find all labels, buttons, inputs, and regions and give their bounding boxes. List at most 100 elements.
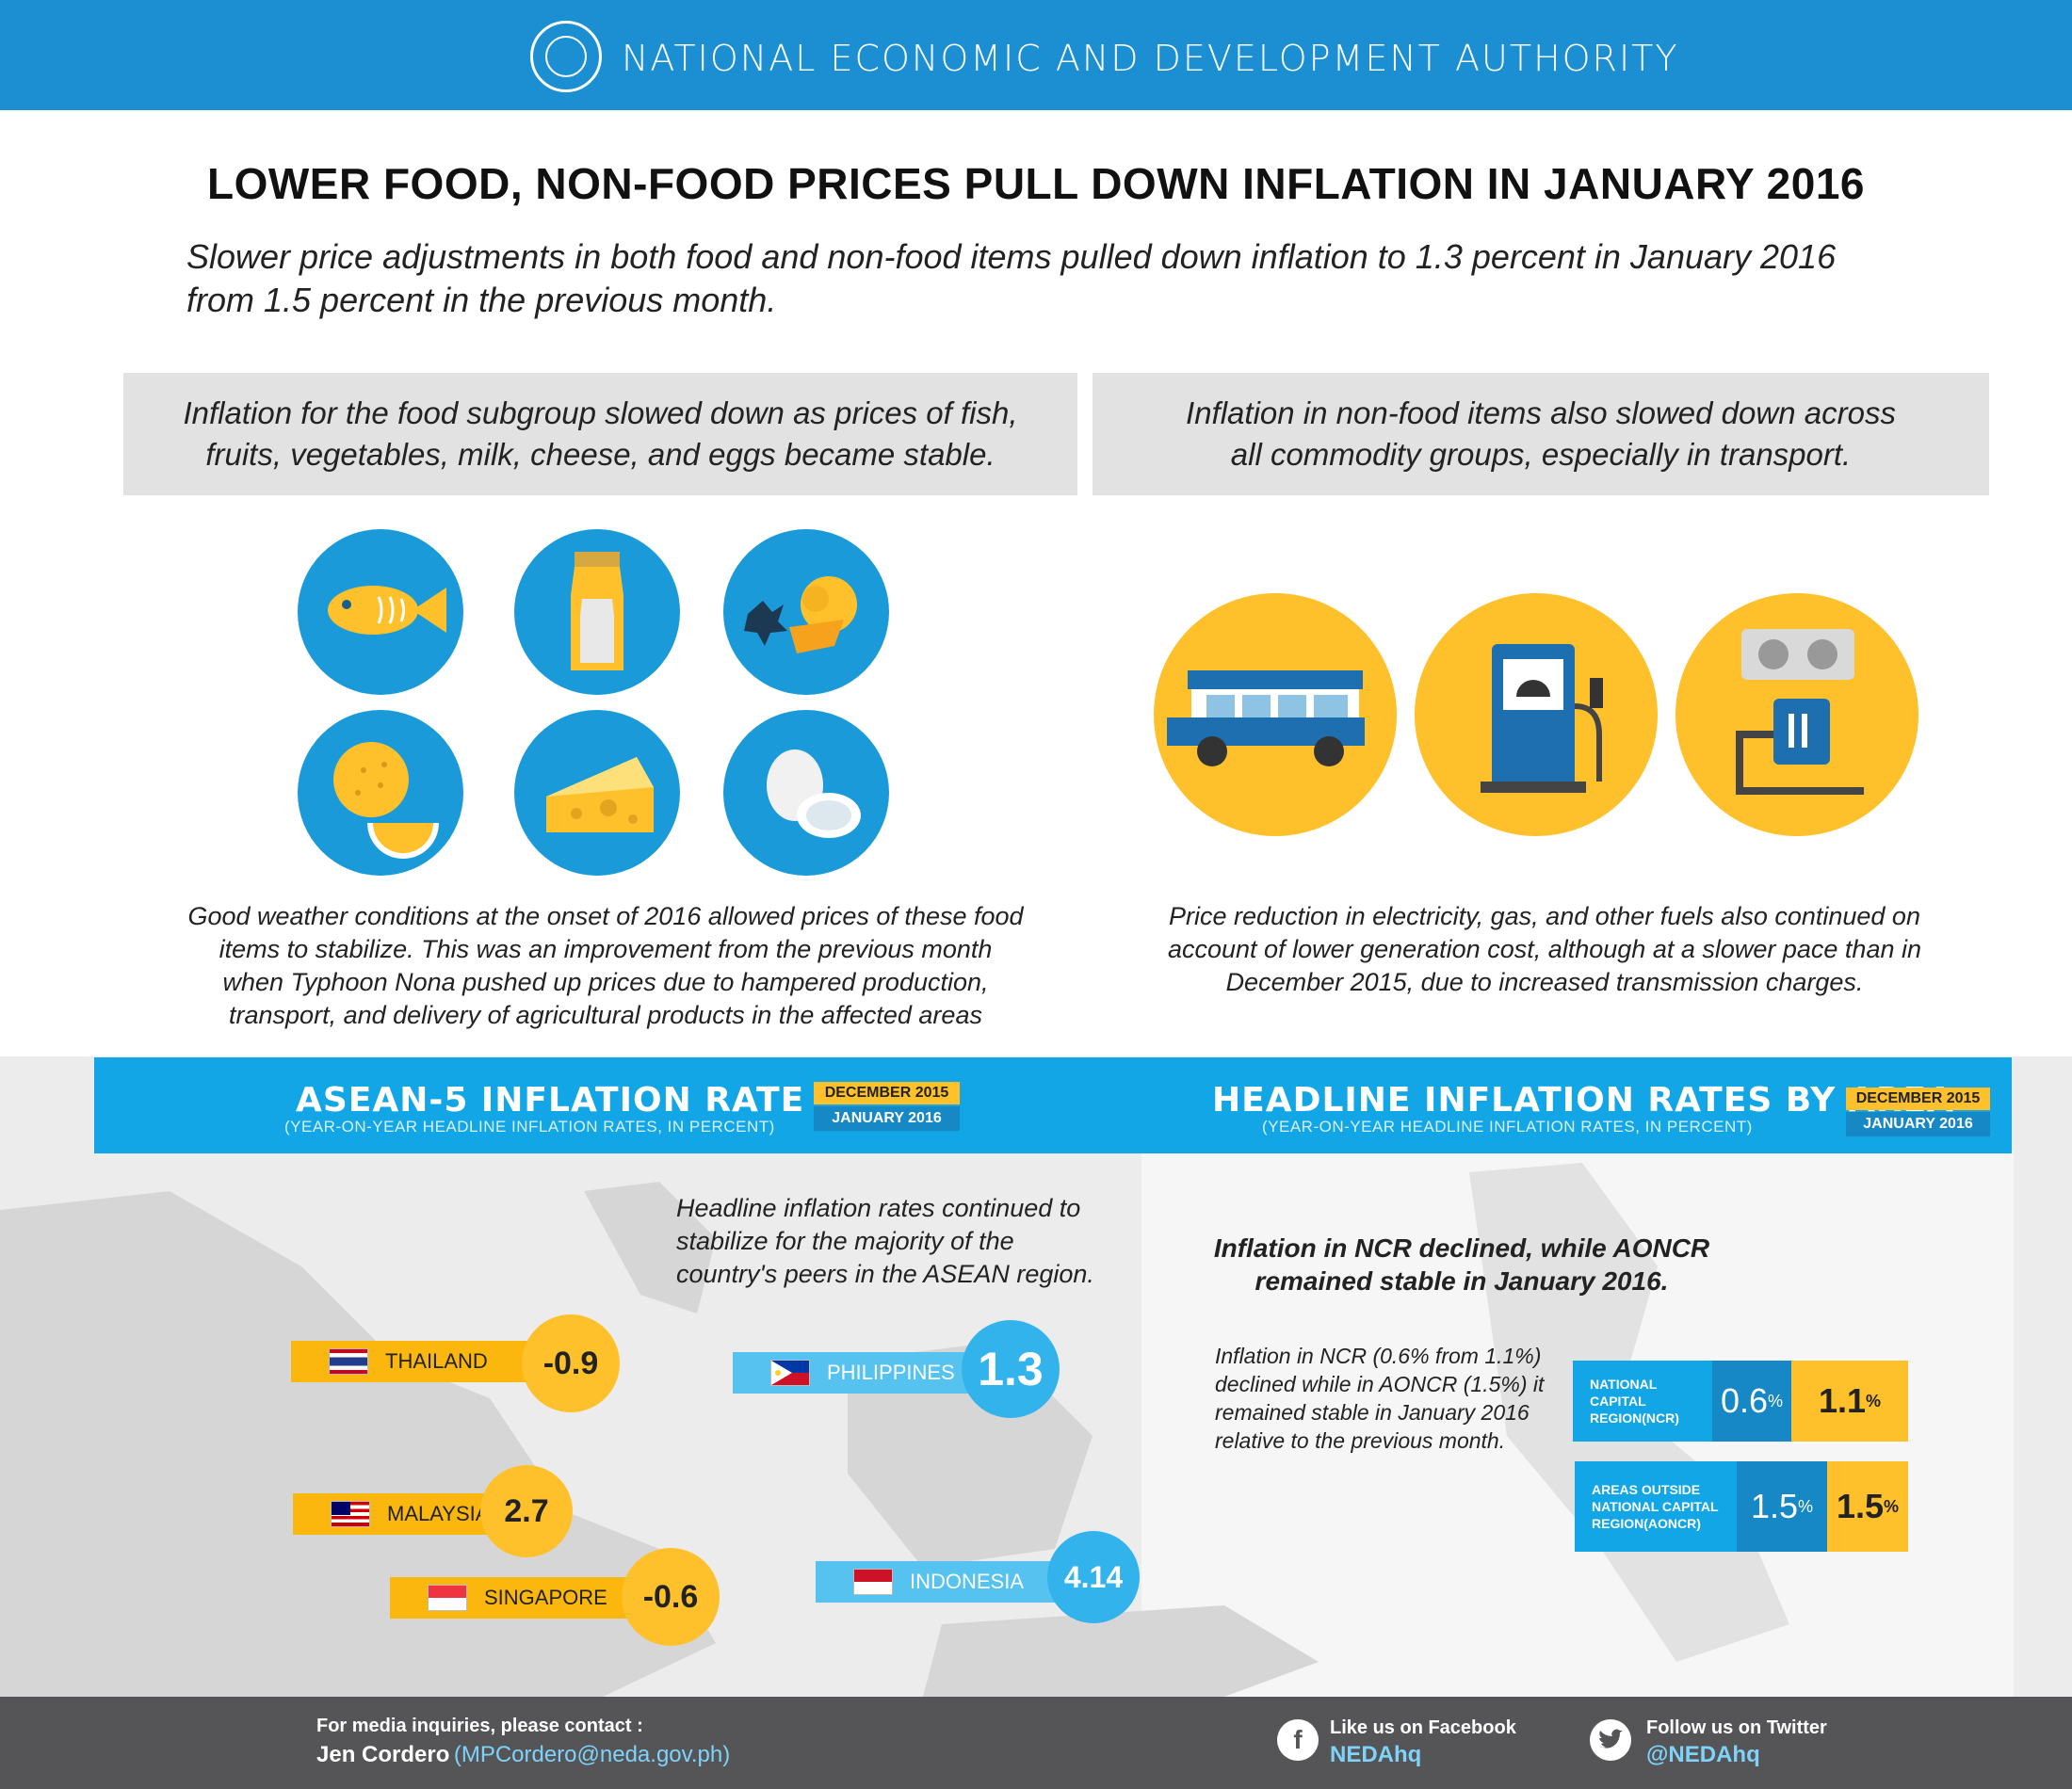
nonfood-para-line: account of lower generation cost, althou… (1167, 935, 1921, 963)
asean-note: Headline inflation rates continued to st… (676, 1192, 1128, 1291)
jeepney-icon (1154, 593, 1397, 836)
food-explanation: Good weather conditions at the onset of … (158, 900, 1053, 1032)
aoncr-dec-number: 1.5 (1836, 1487, 1885, 1525)
ncr-jan-number: 0.6 (1720, 1381, 1769, 1420)
country-indonesia: INDONESIA (816, 1561, 1079, 1603)
aoncr-dec-unit: % (1884, 1496, 1900, 1516)
ncr-jan-unit: % (1768, 1391, 1784, 1410)
eggs-icon (723, 710, 889, 876)
philippines-flag-icon (770, 1360, 810, 1386)
org-name: NATIONAL ECONOMIC AND DEVELOPMENT AUTHOR… (622, 38, 1679, 79)
area-subtitle: (YEAR-ON-YEAR HEADLINE INFLATION RATES, … (1262, 1118, 1753, 1136)
fuel-pump-icon (1415, 593, 1658, 836)
aoncr-jan-unit: % (1798, 1496, 1814, 1516)
contact-email[interactable]: (MPCordero@neda.gov.ph) (453, 1742, 731, 1767)
malaysia-flag-icon (331, 1501, 370, 1527)
nonfood-box-line: all commodity groups, especially in tran… (1230, 437, 1852, 472)
aoncr-label-line: NATIONAL CAPITAL (1592, 1499, 1719, 1514)
ncr-label: NATIONAL CAPITAL REGION(NCR) (1573, 1361, 1712, 1442)
nonfood-box-line: Inflation in non-food items also slowed … (1186, 395, 1896, 430)
asean-title: ASEAN-5 INFLATION RATE (296, 1081, 805, 1120)
philippines-value: 1.3 (962, 1320, 1060, 1418)
facebook-icon[interactable]: f (1277, 1719, 1319, 1761)
country-philippines: PHILIPPINES (733, 1352, 996, 1394)
header-bar (0, 0, 2072, 110)
area-legend-dec: DECEMBER 2015 (1846, 1088, 1990, 1110)
ncr-dec-number: 1.1 (1818, 1381, 1867, 1420)
asean-note-line: Headline inflation rates continued to (676, 1194, 1081, 1222)
thailand-value: -0.9 (522, 1314, 620, 1412)
area-note-line: Inflation in NCR (0.6% from 1.1%) (1215, 1344, 1542, 1368)
facebook-label: Like us on Facebook (1330, 1717, 1516, 1738)
food-para-line: when Typhoon Nona pushed up prices due t… (222, 968, 989, 996)
nonfood-summary-box: Inflation in non-food items also slowed … (1093, 373, 1989, 495)
country-name: THAILAND (385, 1349, 488, 1373)
food-para-line: Good weather conditions at the onset of … (187, 902, 1024, 930)
singapore-value: -0.6 (622, 1548, 720, 1646)
fish-icon (298, 529, 463, 695)
page-title: LOWER FOOD, NON-FOOD PRICES PULL DOWN IN… (206, 159, 1865, 208)
area-note-line: remained stable in January 2016 (1215, 1400, 1530, 1425)
malaysia-value: 2.7 (480, 1465, 573, 1557)
footer-bar (0, 1697, 2072, 1789)
nonfood-para-line: Price reduction in electricity, gas, and… (1169, 902, 1920, 930)
aoncr-jan-value: 1.5% (1737, 1461, 1827, 1552)
area-note-line: relative to the previous month. (1215, 1428, 1506, 1453)
ncr-label-line: REGION(NCR) (1590, 1410, 1679, 1426)
country-name: INDONESIA (910, 1570, 1025, 1593)
singapore-flag-icon (428, 1585, 467, 1611)
media-label: For media inquiries, please contact : (316, 1716, 643, 1736)
twitter-label: Follow us on Twitter (1646, 1717, 1827, 1738)
ncr-label-line: NATIONAL (1590, 1377, 1658, 1392)
page-subtitle: Slower price adjustments in both food an… (186, 235, 1910, 322)
area-heading: Inflation in NCR declined, while AONCR r… (1198, 1232, 1725, 1297)
area-title: HEADLINE INFLATION RATES BY AREA (1212, 1081, 1954, 1120)
media-contact: Jen Cordero (MPCordero@neda.gov.ph) (316, 1742, 730, 1768)
asean-subtitle: (YEAR-ON-YEAR HEADLINE INFLATION RATES, … (284, 1118, 775, 1136)
country-thailand: THAILAND (291, 1341, 564, 1382)
section-band (94, 1057, 2012, 1153)
food-para-line: transport, and delivery of agricultural … (229, 1001, 982, 1029)
aoncr-jan-number: 1.5 (1750, 1487, 1799, 1525)
aoncr-label-line: REGION(AONCR) (1592, 1516, 1701, 1531)
ncr-dec-value: 1.1% (1791, 1361, 1908, 1442)
area-heading-line: remained stable in January 2016. (1255, 1266, 1669, 1296)
neda-seal-inner (545, 36, 587, 77)
area-note-line: declined while in AONCR (1.5%) it (1215, 1372, 1545, 1396)
area-note: Inflation in NCR (0.6% from 1.1%) declin… (1215, 1342, 1573, 1455)
cheese-icon (514, 710, 680, 876)
country-name: MALAYSIA (387, 1502, 490, 1525)
subtitle-line: Slower price adjustments in both food an… (186, 237, 1837, 276)
food-box-line: Inflation for the food subgroup slowed d… (183, 395, 1018, 430)
indonesia-value: 4.14 (1047, 1531, 1140, 1623)
nonfood-explanation: Price reduction in electricity, gas, and… (1121, 900, 1968, 999)
facebook-handle[interactable]: NEDAhq (1330, 1742, 1422, 1767)
twitter-icon[interactable] (1590, 1719, 1631, 1761)
ncr-jan-value: 0.6% (1712, 1361, 1791, 1442)
asean-legend-dec: DECEMBER 2015 (814, 1082, 960, 1104)
aoncr-dec-value: 1.5% (1827, 1461, 1908, 1552)
food-box-line: fruits, vegetables, milk, cheese, and eg… (205, 437, 996, 472)
food-para-line: items to stabilize. This was an improvem… (219, 935, 993, 963)
aoncr-label: AREAS OUTSIDE NATIONAL CAPITAL REGION(AO… (1575, 1461, 1737, 1552)
indonesia-flag-icon (853, 1569, 893, 1595)
asean-note-line: stabilize for the majority of the (676, 1227, 1014, 1255)
area-legend-jan: JANUARY 2016 (1846, 1112, 1990, 1136)
aoncr-label-line: AREAS OUTSIDE (1592, 1482, 1701, 1497)
subtitle-line: from 1.5 percent in the previous month. (186, 281, 777, 319)
twitter-handle[interactable]: @NEDAhq (1646, 1742, 1760, 1767)
country-name: PHILIPPINES (827, 1361, 955, 1384)
milk-icon (514, 529, 680, 695)
vegetables-icon (723, 529, 889, 695)
thailand-flag-icon (329, 1348, 368, 1375)
ncr-dec-unit: % (1866, 1391, 1882, 1410)
asean-legend-jan: JANUARY 2016 (814, 1106, 960, 1131)
asean-note-line: country's peers in the ASEAN region. (676, 1260, 1094, 1288)
contact-name: Jen Cordero (316, 1742, 450, 1767)
ncr-label-line: CAPITAL (1590, 1394, 1646, 1409)
country-name: SINGAPORE (484, 1586, 607, 1609)
food-summary-box: Inflation for the food subgroup slowed d… (123, 373, 1077, 495)
nonfood-para-line: December 2015, due to increased transmis… (1225, 968, 1864, 996)
neda-seal-icon (530, 21, 602, 92)
fruit-icon (298, 710, 463, 876)
